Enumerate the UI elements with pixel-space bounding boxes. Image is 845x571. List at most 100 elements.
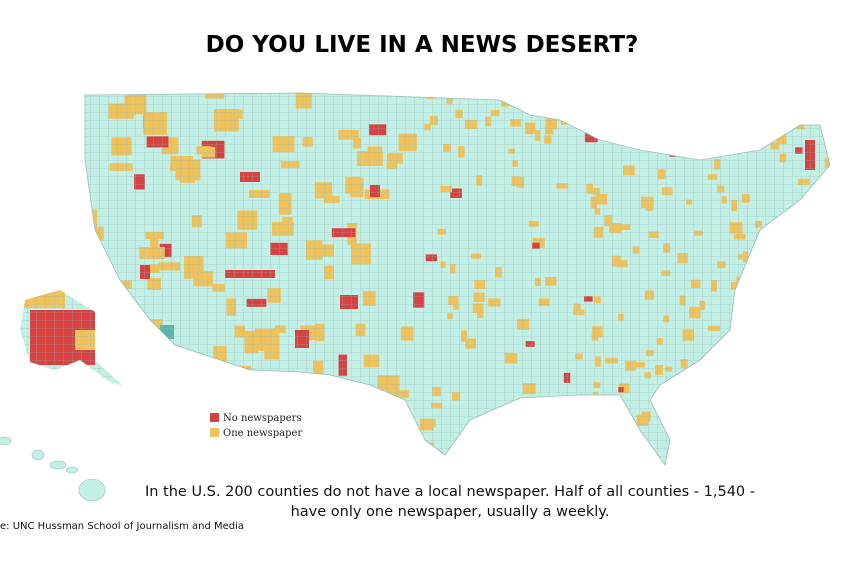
county-patch (762, 413, 774, 419)
legend: No newspapers One newspaper (210, 413, 302, 439)
legend-label: One newspaper (223, 428, 302, 439)
county-patch (306, 461, 324, 465)
county-patch (586, 104, 598, 113)
county-patch (487, 459, 494, 465)
county-patch (322, 438, 335, 450)
county-patch (190, 459, 201, 465)
county-patch (833, 263, 845, 272)
county-patch (635, 131, 647, 142)
county-patch (813, 93, 823, 102)
county-patch (516, 405, 530, 417)
county-patch (694, 370, 708, 383)
county-patch (175, 391, 200, 403)
county-patch (134, 395, 146, 417)
county-patch (160, 458, 182, 465)
county-patch (827, 120, 830, 129)
county-patch (597, 396, 605, 405)
county-patch (776, 282, 788, 290)
county-patch (610, 126, 624, 138)
county-patch (151, 449, 164, 461)
contiguous-us (85, 93, 845, 475)
county-patch (688, 385, 696, 391)
county-patch (827, 190, 830, 202)
county-patch (111, 435, 138, 446)
county-patch (777, 334, 791, 341)
legend-swatch (210, 413, 219, 422)
county-patch (85, 378, 111, 392)
caption-line: have only one newspaper, usually a weekl… (291, 504, 610, 520)
county-patch (805, 213, 815, 222)
county-patch (689, 380, 701, 390)
county-patch (839, 95, 844, 102)
county-patch (301, 451, 324, 460)
county-patch (597, 398, 607, 409)
county-patch (764, 300, 775, 311)
county-patch (117, 345, 136, 369)
legend-swatch (210, 428, 219, 437)
county-patch (814, 393, 827, 401)
county-patch (768, 394, 775, 403)
county-patch (788, 102, 800, 115)
county-patch (265, 396, 276, 409)
county-patch (820, 301, 828, 313)
county-patch (618, 455, 629, 463)
county-patch (756, 345, 765, 356)
county-patch (678, 467, 684, 475)
county-patch (299, 414, 323, 433)
county-patch (684, 369, 691, 380)
county-patch (670, 439, 676, 451)
county-patch (181, 365, 201, 388)
county-patch (831, 374, 843, 384)
county-patch (586, 100, 596, 106)
county-patch (85, 272, 97, 289)
county-patch (619, 441, 629, 448)
county-patch (192, 436, 203, 455)
county-patch (791, 284, 801, 295)
county-patch (327, 438, 339, 453)
county-patch (815, 290, 825, 302)
county-patch (332, 443, 348, 465)
county-patch (724, 375, 735, 387)
county-patch (565, 431, 578, 438)
county-patch (754, 378, 761, 389)
county-patch (477, 459, 485, 465)
county-patch (371, 391, 385, 414)
county-patch (716, 119, 729, 127)
county-patch (782, 260, 795, 270)
county-patch (617, 95, 625, 101)
county-patch (735, 447, 742, 459)
county-patch (751, 278, 757, 288)
county-patch (373, 434, 395, 456)
county-patch (662, 104, 675, 115)
county-patch (751, 348, 763, 360)
hawaii (0, 436, 106, 502)
title: DO YOU LIVE IN A NEWS DESERT? (206, 32, 639, 58)
county-patch (103, 410, 115, 430)
county-patch (542, 469, 551, 475)
county-patch (594, 443, 601, 454)
county-patch (577, 93, 583, 100)
county-patch (743, 402, 752, 414)
county-patch (102, 278, 118, 295)
county-patch (714, 373, 726, 384)
source: e: UNC Hussman School of Journalism and … (0, 521, 244, 532)
county-patch (798, 394, 808, 401)
county-patch (779, 454, 791, 461)
county-patch (653, 464, 663, 465)
county-patch (689, 454, 702, 464)
county-patch (812, 184, 826, 197)
county-patch (186, 375, 201, 383)
county-patch (726, 427, 738, 439)
legend-label: No newspapers (223, 413, 302, 424)
county-patch (759, 305, 766, 313)
county-patch (833, 340, 839, 350)
county-patch (324, 414, 338, 425)
county-patch (458, 445, 469, 454)
caption-line: In the U.S. 200 counties do not have a l… (145, 484, 755, 500)
county-patch (793, 397, 805, 405)
county-patch (751, 268, 759, 279)
county-patch (750, 364, 757, 372)
county-patch (780, 286, 787, 298)
county-patch (462, 453, 470, 461)
